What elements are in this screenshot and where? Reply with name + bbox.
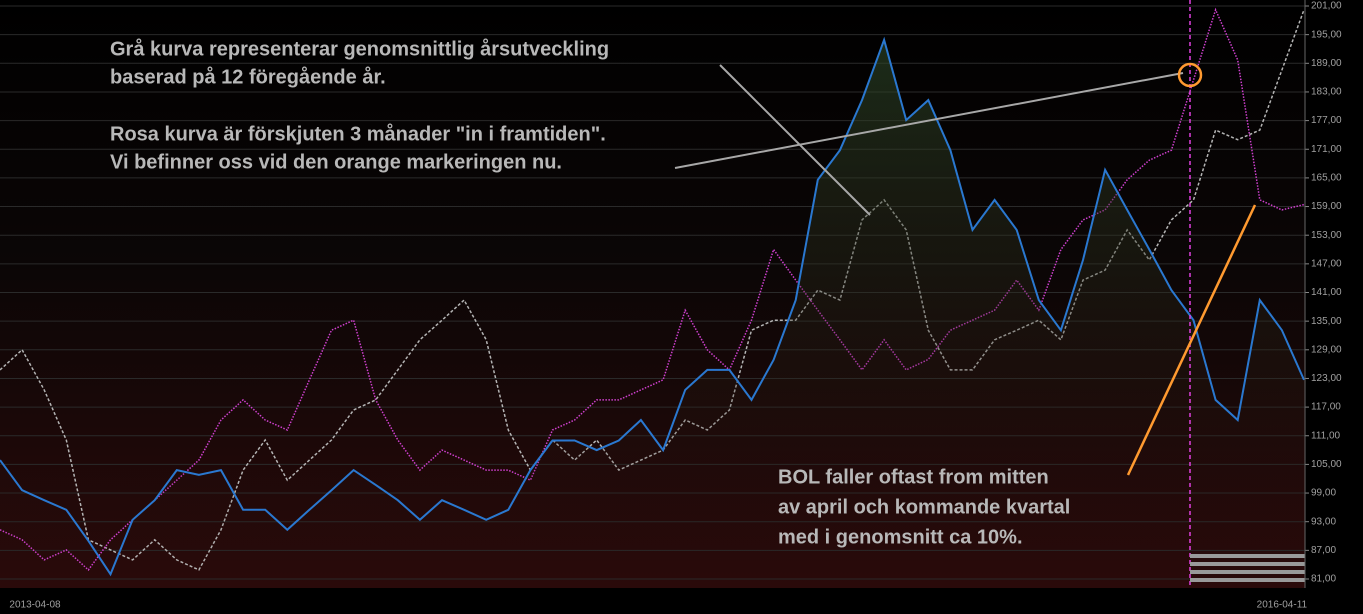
y-tick-label: 93,00 <box>1311 516 1336 527</box>
pointer-line <box>1126 204 1257 476</box>
y-tick-label: 111,00 <box>1311 430 1341 441</box>
annotation: av april och kommande kvartal <box>778 496 1070 518</box>
bar-decor <box>1190 578 1305 582</box>
y-tick-label: 141,00 <box>1311 287 1342 298</box>
y-tick-label: 117,00 <box>1311 402 1341 413</box>
axis-background <box>1305 0 1363 614</box>
y-tick-label: 87,00 <box>1311 545 1336 556</box>
y-tick-label: 159,00 <box>1311 201 1342 212</box>
y-tick-label: 201,00 <box>1311 1 1342 12</box>
y-tick-label: 135,00 <box>1311 316 1342 327</box>
y-tick-label: 81,00 <box>1311 574 1336 585</box>
y-tick-label: 129,00 <box>1311 344 1342 355</box>
y-tick-label: 153,00 <box>1311 230 1342 241</box>
y-tick-label: 195,00 <box>1311 29 1342 40</box>
pointer-line <box>719 64 871 216</box>
bar-decor <box>1190 562 1305 566</box>
y-tick-label: 165,00 <box>1311 173 1342 184</box>
series-line <box>0 7 1305 572</box>
y-tick-label: 123,00 <box>1311 373 1342 384</box>
overlay <box>674 0 1305 585</box>
annotation: baserad på 12 föregående år. <box>110 65 386 88</box>
annotation: Vi befinner oss vid den orange markering… <box>110 151 562 173</box>
y-tick-label: 171,00 <box>1311 144 1342 155</box>
bar-decor <box>1190 570 1305 574</box>
series-line <box>0 36 1305 577</box>
x-tick-label: 2013-04-08 <box>9 600 61 611</box>
y-tick-label: 99,00 <box>1311 488 1336 499</box>
annotation: BOL faller oftast from mitten <box>778 466 1049 488</box>
annotation: med i genomsnitt ca 10%. <box>778 526 1023 548</box>
y-tick-label: 147,00 <box>1311 258 1342 269</box>
y-tick-label: 105,00 <box>1311 459 1342 470</box>
pointer-line <box>674 72 1184 169</box>
y-tick-label: 183,00 <box>1311 87 1342 98</box>
annotation: Rosa kurva är förskjuten 3 månader "in i… <box>110 122 606 145</box>
y-tick-label: 189,00 <box>1311 58 1342 69</box>
x-tick-label: 2016-04-11 <box>1257 600 1308 611</box>
y-tick-label: 177,00 <box>1311 115 1342 126</box>
series-area <box>0 39 1304 579</box>
orange-marker <box>1177 62 1203 88</box>
annotation: Grå kurva representerar genomsnittlig år… <box>110 37 609 60</box>
bar-decor <box>1190 554 1305 558</box>
